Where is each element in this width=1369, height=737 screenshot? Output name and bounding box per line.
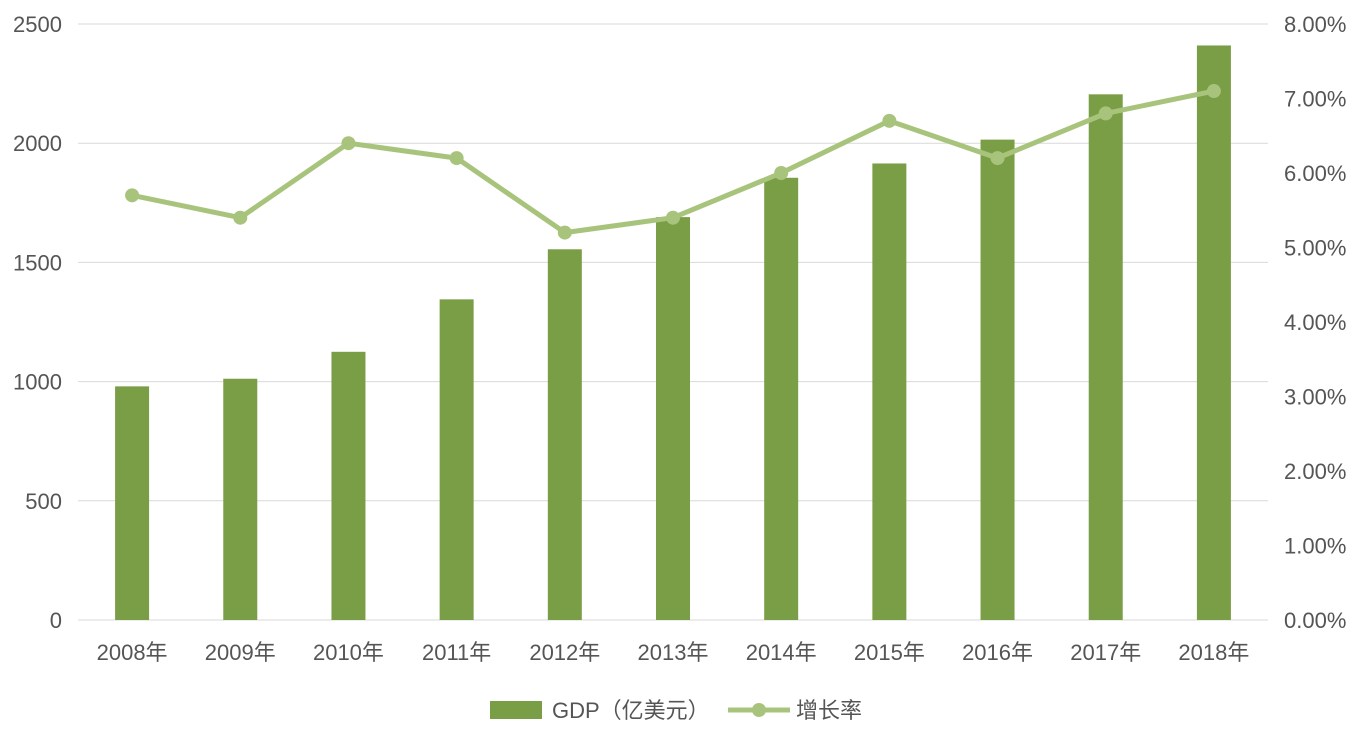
bar (656, 217, 690, 620)
line-point (666, 210, 680, 225)
legend-label-growth: 增长率 (796, 698, 862, 723)
y-right-tick-label: 2.00% (1284, 459, 1346, 484)
x-tick-label: 2016年 (962, 640, 1033, 665)
line-point (774, 166, 789, 180)
y-left-tick-label: 2500 (13, 12, 62, 37)
bar (331, 351, 366, 620)
y-right-tick-label: 0.00% (1284, 608, 1346, 633)
bar (547, 249, 582, 620)
bar (439, 299, 474, 620)
y-left-tick-label: 2000 (13, 131, 62, 156)
y-right-tick-label: 6.00% (1284, 161, 1346, 186)
x-tick-label: 2011年 (422, 640, 491, 665)
x-tick-label: 2018年 (1178, 640, 1249, 665)
x-tick-label: 2010年 (313, 640, 384, 665)
line-point (449, 151, 464, 166)
x-tick-label: 2014年 (746, 640, 817, 665)
line-point (557, 225, 572, 240)
y-left-tick-label: 1000 (13, 370, 62, 395)
x-tick-label: 2009年 (205, 640, 276, 665)
y-right-tick-label: 8.00% (1284, 12, 1346, 37)
y-right-tick-label: 1.00% (1284, 534, 1346, 559)
x-tick-label: 2017年 (1070, 640, 1141, 665)
y-left-tick-label: 0 (50, 608, 62, 633)
legend-line-marker (752, 703, 766, 717)
bar (764, 177, 799, 620)
line-point (125, 188, 140, 203)
bar (980, 139, 1015, 620)
legend-bar-swatch (490, 701, 542, 719)
legend-label-gdp: GDP（亿美元） (552, 698, 710, 723)
y-left-tick-label: 1500 (13, 250, 62, 275)
x-tick-label: 2008年 (97, 640, 168, 665)
bar-layer (115, 45, 1231, 621)
bar (115, 386, 150, 620)
bar (1196, 45, 1231, 621)
y-right-tick-label: 4.00% (1284, 310, 1346, 335)
y-right-tick-label: 7.00% (1284, 87, 1346, 112)
x-tick-label: 2013年 (638, 640, 709, 665)
line-point (341, 136, 356, 151)
y-left-tick-label: 500 (25, 489, 62, 514)
y-right-tick-label: 3.00% (1284, 385, 1346, 410)
bar (872, 163, 907, 621)
axis-layer: 0 500 1000 1500 2000 2500 0.00% 1.00% 2.00% 3.00%… (13, 12, 1346, 665)
line-point (990, 151, 1005, 166)
x-tick-label: 2015年 (854, 640, 925, 665)
line-point (882, 113, 897, 128)
line-point (1098, 106, 1113, 121)
bar (223, 378, 258, 620)
y-right-tick-label: 5.00% (1284, 236, 1346, 261)
legend: GDP（亿美元） 增长率 (490, 698, 862, 723)
bar (1088, 94, 1123, 620)
x-tick-label: 2012年 (529, 640, 600, 665)
line-point (1206, 84, 1221, 99)
line-layer (125, 84, 1221, 240)
line-point (233, 210, 248, 225)
